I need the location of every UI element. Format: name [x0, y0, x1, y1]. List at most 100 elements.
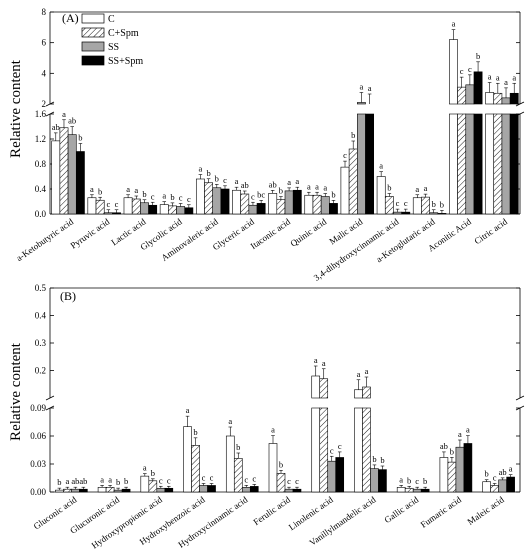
significance-letter: c [223, 175, 227, 185]
panel-a-ylabel: Relative content [8, 59, 24, 158]
bar-aconitic-acid-c-lower [449, 113, 458, 215]
significance-letter: b [170, 192, 174, 202]
bar-hydroxypropionic-acid-ss [156, 487, 166, 493]
significance-letter: b [331, 189, 335, 199]
bar-aconitic-acid-c [449, 39, 458, 105]
bar-ferulic-acid-c-spm [276, 473, 286, 493]
bar-malic-acid-c [340, 166, 350, 215]
bar-hydroxycinnamic-acid-c-spm [233, 458, 243, 493]
bar-gluconic-acid-c-spm [63, 488, 72, 493]
bar-linolenic-acid-c [311, 375, 321, 399]
significance-letter: a [295, 176, 299, 186]
significance-letter: b [98, 186, 102, 196]
significance-letter: c [202, 472, 206, 482]
y-tick-label: 0.8 [35, 159, 47, 169]
bar-fumaric-acid-c-spm [447, 461, 457, 493]
panel-b-ylabel: Relative content [8, 342, 24, 441]
significance-letter: ab [79, 476, 87, 486]
significance-letter: a [65, 476, 69, 486]
bar-linolenic-acid-c-spm-lower [319, 407, 329, 493]
bar-3-4-dihydroxycinnamic-acid-c [376, 176, 386, 215]
significance-letter: b [476, 51, 480, 61]
panel-b-label: (B) [60, 289, 76, 303]
significance-letter: a [90, 184, 94, 194]
bar-ferulic-acid-ss-spm [292, 488, 302, 493]
significance-letter: b [351, 130, 355, 140]
bar-citric-acid-ss-spm [509, 92, 519, 105]
legend-label-ss: SS [108, 42, 119, 53]
significance-letter: b [372, 454, 376, 464]
x-tick-label: Gallic acid [382, 494, 420, 525]
significance-letter: b [279, 459, 283, 469]
bar-hydroxybenzoic-acid-c-spm [191, 445, 200, 493]
legend-swatch-ss [81, 41, 105, 52]
bar-fumaric-acid-c [439, 457, 449, 493]
bar-maleic-acid-ss [498, 479, 507, 493]
bar-malic-acid-ss [357, 102, 366, 105]
significance-letter: a [315, 181, 319, 191]
y-tick-label: 1.6 [35, 109, 47, 119]
bar-itaconic-acid-c [268, 193, 278, 215]
significance-letter: b [279, 186, 283, 196]
bar-a-ketobutyric-acid-c-spm [59, 127, 69, 215]
significance-letter: ab [68, 116, 76, 126]
significance-letter: a [509, 464, 513, 474]
bar-hydroxybenzoic-acid-ss [199, 485, 208, 493]
significance-letter: a [452, 19, 456, 29]
bar-fumaric-acid-ss [455, 446, 465, 493]
bar-a-ketoglutaric-acid-ss [429, 212, 439, 215]
bar-aminovaleric-acid-c [195, 178, 205, 215]
bar-gallic-acid-ss [412, 488, 422, 493]
significance-letter: a [100, 474, 104, 484]
bar-itaconic-acid-ss [284, 190, 294, 215]
significance-letter: c [251, 191, 255, 201]
bar-quinic-acid-ss-spm [329, 203, 338, 215]
bar-pyruvic-acid-c [87, 197, 97, 215]
significance-letter: c [187, 194, 191, 204]
significance-letter: c [338, 441, 342, 451]
bar-linolenic-acid-ss [327, 460, 337, 493]
bar-glycolic-acid-c-spm [168, 205, 177, 215]
bar-glycolic-acid-ss [176, 206, 186, 215]
x-tick-label: Ferulic acid [251, 494, 292, 527]
bar-citric-acid-c-lower [485, 113, 495, 215]
bar-aconitic-acid-ss [465, 84, 475, 105]
bar-3-4-dihydroxycinnamic-acid-ss [393, 211, 402, 215]
bar-linolenic-acid-ss-spm [335, 457, 345, 493]
bar-vanillylmandelic-acid-ss [370, 468, 379, 493]
significance-letter: c [210, 472, 214, 482]
significance-letter: a [143, 463, 147, 473]
bar-hydroxycinnamic-acid-ss-spm [249, 486, 259, 493]
significance-letter: c [295, 476, 299, 486]
y-tick-label: 0.4 [35, 184, 47, 194]
bar-hydroxybenzoic-acid-c [183, 426, 192, 493]
y-tick-label: 8 [42, 7, 47, 17]
bar-aconitic-acid-c-spm [457, 86, 467, 105]
significance-letter: a [424, 183, 428, 193]
bar-pyruvic-acid-ss [103, 212, 113, 215]
bar-glucuronic-acid-ss [113, 489, 123, 493]
y-tick-label: 0.3 [35, 338, 47, 348]
bar-aconitic-acid-ss-spm [473, 71, 483, 105]
x-tick-label: a-Ketobutyric acid [14, 216, 75, 263]
significance-letter: c [179, 193, 183, 203]
bar-a-ketoglutaric-acid-c-spm [421, 196, 430, 215]
bar-gluconic-acid-ss [71, 488, 80, 493]
y-tick-label: 2 [42, 99, 47, 109]
x-tick-label: Itaconic acid [249, 216, 293, 251]
bar-aminovaleric-acid-c-spm [204, 182, 213, 215]
significance-letter: c [151, 191, 155, 201]
bar-lactic-acid-c [123, 197, 133, 215]
bar-hydroxycinnamic-acid-ss [241, 487, 251, 493]
significance-letter: b [215, 173, 219, 183]
significance-letter: b [423, 476, 427, 486]
bar-vanillylmandelic-acid-c-spm [362, 386, 371, 399]
bar-a-ketoglutaric-acid-ss-spm [437, 213, 447, 215]
y-tick-label: 6 [42, 38, 47, 48]
significance-letter: ab [52, 122, 60, 132]
bar-linolenic-acid-c-spm [319, 378, 329, 399]
bar-itaconic-acid-c-spm [276, 199, 286, 215]
bar-gluconic-acid-c [55, 489, 64, 493]
bar-malic-acid-ss-spm-lower [365, 113, 375, 215]
significance-letter: c [493, 472, 497, 482]
